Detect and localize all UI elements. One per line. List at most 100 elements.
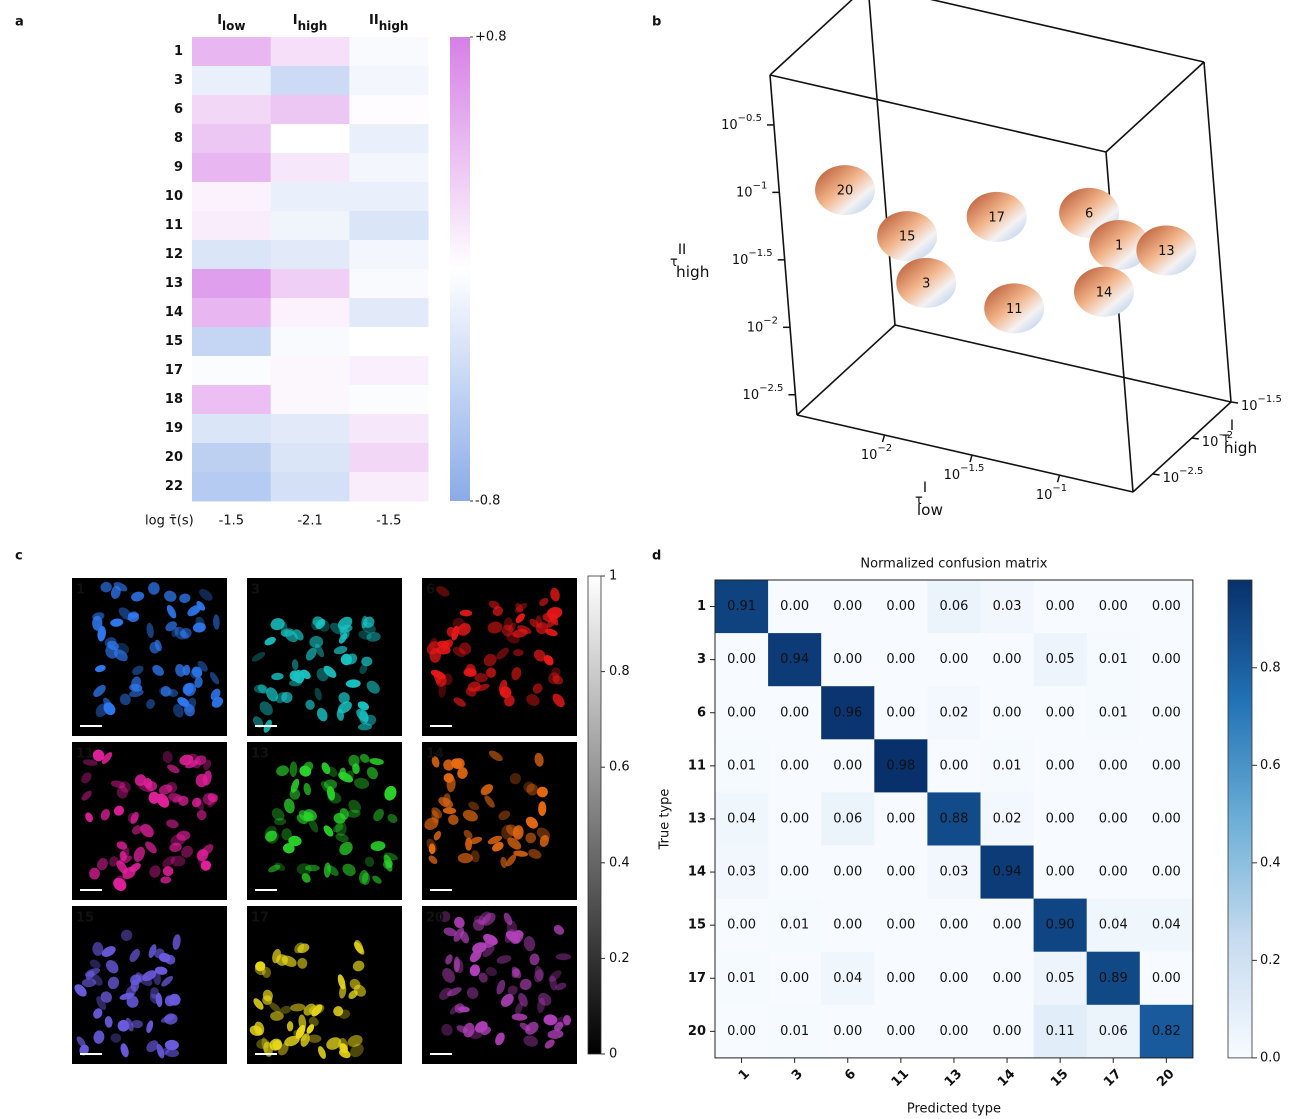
cell [271, 672, 284, 681]
matrix-cell [768, 792, 822, 846]
cell [437, 640, 450, 648]
cell [196, 810, 207, 820]
cell-label: 0.00 [1046, 705, 1075, 720]
x-tick-label: 6 [842, 1067, 859, 1084]
cell-label: 0.00 [939, 918, 968, 933]
cell [201, 844, 214, 856]
cell [311, 619, 321, 631]
box-edge [796, 324, 896, 416]
superscript: I [923, 480, 927, 496]
cell-label: 0.00 [780, 811, 809, 826]
cell [192, 622, 206, 633]
cell [118, 607, 133, 621]
cell [442, 968, 455, 983]
cell [116, 841, 128, 850]
exponent: −2 [763, 315, 778, 326]
cell [110, 618, 124, 627]
cell-label: 0.04 [1099, 918, 1128, 933]
colorbar-tick-label: 0.2 [609, 951, 630, 966]
exponent: −2 [877, 443, 892, 454]
cell [533, 969, 544, 983]
cell-label: 0.00 [1046, 758, 1075, 773]
cell [499, 686, 512, 698]
subscript: high [676, 263, 709, 281]
sphere [1073, 266, 1134, 317]
panel-letter: a [15, 15, 24, 30]
cell [85, 970, 95, 980]
cell [492, 841, 504, 852]
cell-label: 0.00 [1152, 811, 1181, 826]
cell [442, 793, 451, 807]
z-tick-label: 10−1.5 [732, 248, 773, 268]
cell [185, 697, 197, 713]
cell [500, 993, 514, 1007]
cell [513, 850, 529, 857]
cell [500, 856, 508, 868]
cell [457, 852, 473, 864]
cell [309, 636, 324, 648]
cell [452, 646, 466, 657]
x-tick [881, 434, 886, 443]
cell [120, 1043, 129, 1058]
cell [104, 1016, 113, 1028]
footer-value: -1.5 [376, 514, 401, 529]
x-tick-label: 1 [736, 1067, 753, 1084]
cell [501, 824, 514, 840]
colorbar-tick-label: 0.6 [609, 760, 630, 775]
cell-label: 0.00 [1152, 758, 1181, 773]
cell [159, 686, 174, 697]
cell-label: 0.00 [993, 705, 1022, 720]
matrix-cell [715, 951, 769, 1006]
symbol: τ [1222, 431, 1230, 446]
exponent: −1 [1052, 483, 1067, 494]
cell-label: 0.01 [727, 758, 756, 773]
cell [469, 836, 483, 845]
cell-label: 0.00 [886, 652, 915, 667]
cell [120, 929, 133, 942]
cell [117, 1019, 130, 1032]
cell [259, 701, 273, 716]
cell [103, 702, 116, 716]
matrix-cell [980, 951, 1034, 1006]
cell [146, 622, 154, 639]
cell [361, 615, 368, 629]
cell [428, 855, 438, 864]
matrix-cell [768, 845, 822, 899]
cell [448, 814, 459, 825]
cell [74, 984, 87, 997]
cell [518, 993, 528, 1007]
cell [428, 843, 436, 855]
cell [179, 593, 191, 603]
x-tick-label: 15 [1048, 1067, 1071, 1090]
matrix-cell [874, 898, 928, 953]
sphere [877, 211, 938, 262]
matrix-cell [927, 1004, 981, 1059]
cell [431, 756, 440, 768]
matrix-cell [927, 898, 981, 953]
cell [501, 624, 514, 637]
cell [161, 975, 174, 987]
matrix-cell [1086, 792, 1141, 846]
heatmap-cell [349, 66, 429, 96]
y-tick-label: 1 [697, 599, 706, 614]
cell [462, 809, 478, 822]
x-tick-label: 11 [889, 1067, 912, 1090]
sphere-label: 1 [1115, 238, 1123, 253]
cell [89, 867, 100, 880]
cell-label: 0.05 [1046, 971, 1075, 986]
cell [154, 639, 162, 652]
cell [155, 992, 163, 1008]
cell [81, 790, 92, 801]
cell [158, 784, 173, 795]
cell [271, 808, 285, 821]
matrix-cell [821, 898, 875, 953]
cell-label: 0.00 [1046, 599, 1075, 614]
cell [295, 1024, 306, 1039]
cell [538, 993, 552, 1006]
matrix-cell [1139, 898, 1194, 953]
cell [93, 1008, 103, 1019]
cell [93, 684, 106, 697]
cell [269, 1038, 283, 1051]
cell [173, 703, 184, 718]
cell [503, 617, 513, 631]
